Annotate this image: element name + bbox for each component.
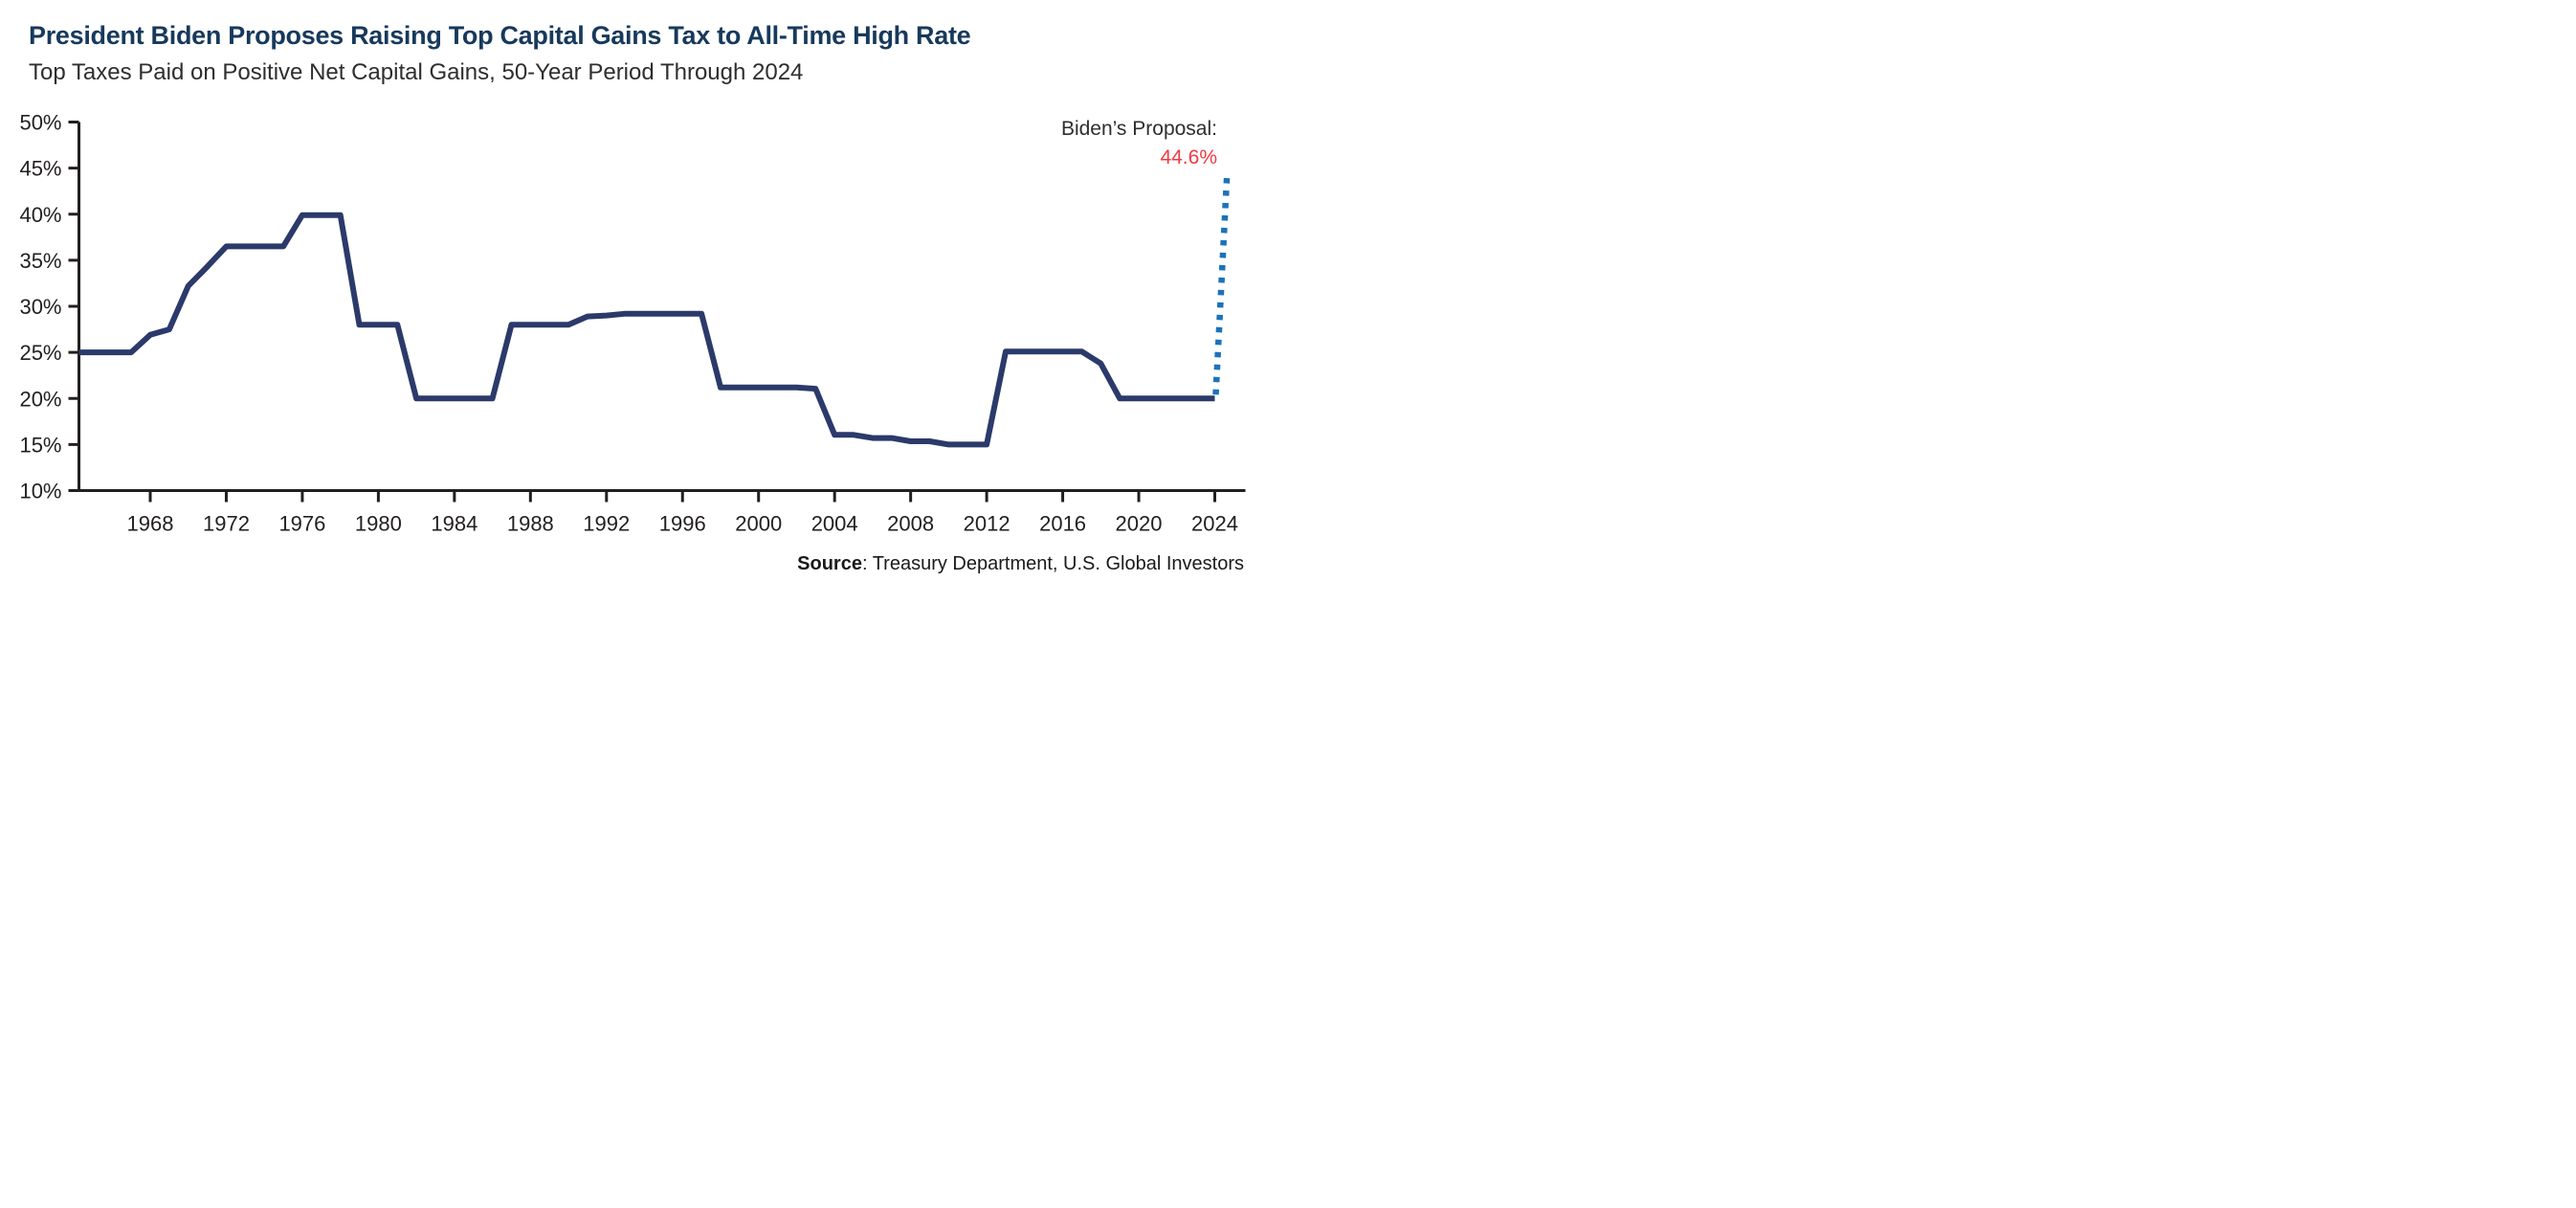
x-tick-label: 2008	[887, 512, 934, 536]
x-tick-label: 2020	[1116, 512, 1163, 536]
y-tick-label: 45%	[19, 157, 61, 181]
x-tick-label: 2024	[1191, 512, 1238, 536]
source-note: Source: Treasury Department, U.S. Global…	[797, 553, 1244, 575]
x-tick-label: 1968	[127, 512, 174, 536]
x-tick-label: 1988	[507, 512, 554, 536]
y-tick-label: 25%	[19, 341, 61, 365]
source-label: Source	[797, 553, 862, 574]
x-tick-label: 1976	[278, 512, 325, 536]
y-tick-label: 30%	[19, 295, 61, 319]
x-tick-label: 2016	[1039, 512, 1086, 536]
x-tick-label: 2012	[964, 512, 1010, 536]
x-tick-label: 1972	[203, 512, 250, 536]
chart-figure: President Biden Proposes Raising Top Cap…	[0, 0, 1288, 604]
x-tick-label: 2000	[735, 512, 782, 536]
y-tick-label: 10%	[19, 480, 61, 503]
proposal-annotation: Biden’s Proposal: 44.6%	[1061, 115, 1217, 173]
source-text: : Treasury Department, U.S. Global Inves…	[861, 553, 1244, 574]
line-chart-canvas: 50% 45% 40% 35% 30% 25% 20% 15% 10% 1968 1972 1976 1…	[19, 111, 1246, 536]
y-tick-label: 50%	[19, 111, 61, 135]
y-tick-label: 20%	[19, 387, 61, 411]
x-tick-label: 1980	[355, 512, 402, 536]
y-tick-label: 40%	[19, 203, 61, 227]
proposal-label: Biden’s Proposal:	[1060, 118, 1217, 140]
biden-proposal-dotted-line	[1212, 171, 1231, 395]
x-tick-label: 1984	[431, 512, 477, 536]
y-tick-label: 15%	[19, 433, 61, 457]
x-tick-label: 1996	[659, 512, 706, 536]
y-tick-label: 35%	[19, 249, 61, 273]
chart-subtitle: Top Taxes Paid on Positive Net Capital G…	[29, 59, 804, 85]
x-tick-label: 2004	[811, 512, 858, 536]
x-tick-label: 1992	[583, 512, 630, 536]
page-title: President Biden Proposes Raising Top Cap…	[29, 21, 971, 50]
capital-gains-rate-line	[78, 212, 1215, 448]
proposal-value: 44.6%	[1160, 146, 1217, 169]
